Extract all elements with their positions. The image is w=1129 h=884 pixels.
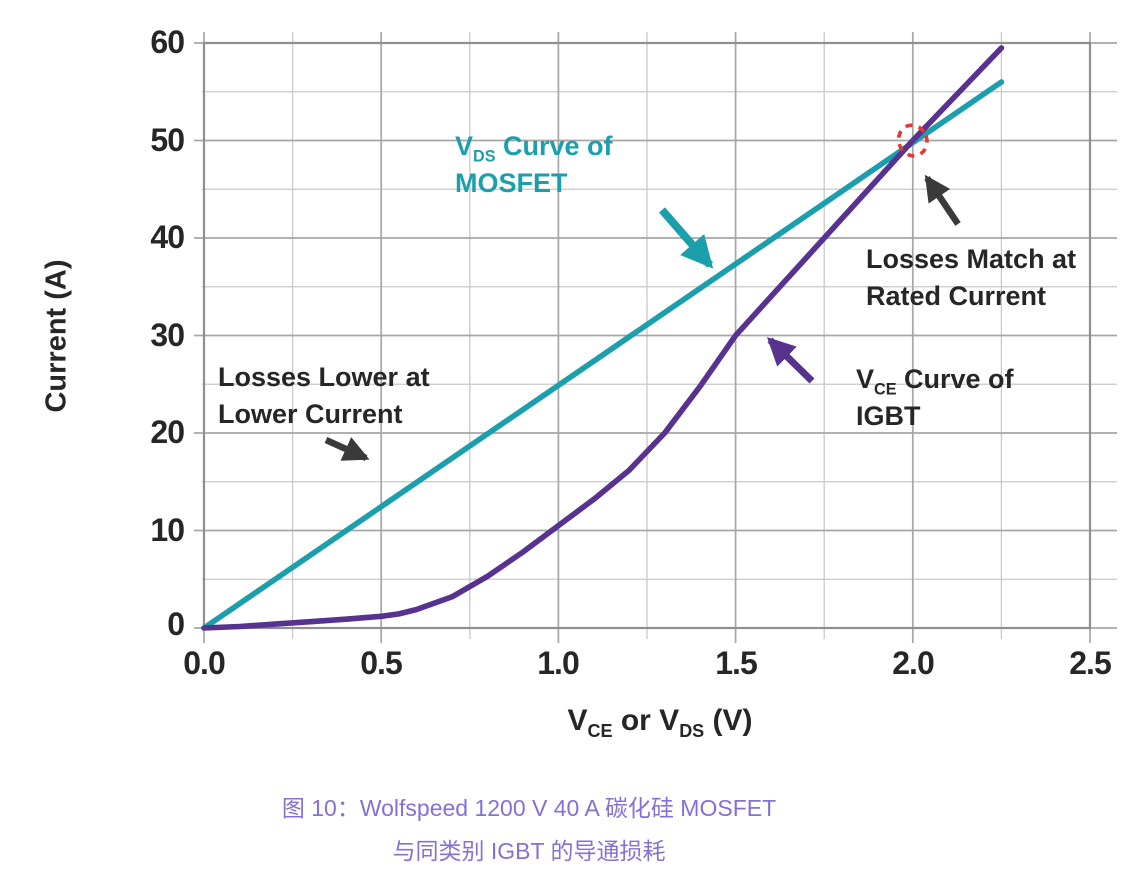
losses-match-line2: Rated Current [866, 281, 1047, 311]
y-axis-title: Current (A) [40, 259, 73, 413]
chart-generated-layers [194, 32, 1117, 643]
mosfet-label-arrow [658, 207, 714, 269]
figure-caption: 图 10：Wolfspeed 1200 V 40 A 碳化硅 MOSFET 与同… [0, 787, 1058, 873]
y-tick-label: 30 [150, 316, 185, 353]
x-tick-label: 2.0 [892, 645, 934, 681]
mosfet-curve-label-line1: VDS Curve of [455, 131, 613, 166]
y-tick-label: 50 [150, 121, 185, 158]
y-tick-label: 40 [150, 218, 185, 255]
figure-caption-line2: 与同类别 IGBT 的导通损耗 [392, 838, 666, 864]
y-tick-label: 20 [150, 413, 185, 450]
losses-lower-line1: Losses Lower at [218, 362, 430, 392]
losses-match-label: Losses Match at Rated Current [866, 241, 1076, 315]
figure-caption-line1: 图 10：Wolfspeed 1200 V 40 A 碳化硅 MOSFET [281, 795, 777, 821]
losses-lower-label: Losses Lower at Lower Current [218, 359, 430, 433]
x-tick-label: 0.5 [360, 645, 402, 681]
y-tick-label: 0 [167, 605, 185, 642]
x-tick-label: 0.0 [183, 645, 225, 681]
mosfet-curve-label: VDS Curve of MOSFET [455, 128, 613, 202]
annotation-arrows [324, 174, 961, 461]
igbt-curve-label-line2: IGBT [856, 401, 921, 431]
losses-match-arrow [924, 174, 961, 226]
igbt-label-arrow [766, 337, 815, 384]
igbt-curve-label-line1: VCE Curve of [856, 364, 1014, 399]
chart-canvas [194, 32, 1117, 643]
x-axis-title: VCE or VDS (V) [567, 704, 753, 741]
losses-lower-line2: Lower Current [218, 399, 403, 429]
losses-match-line1: Losses Match at [866, 244, 1077, 274]
x-tick-label: 1.5 [715, 645, 757, 681]
y-tick-label: 60 [150, 23, 185, 60]
mosfet-curve-label-line2: MOSFET [455, 168, 568, 198]
x-tick-label: 1.0 [537, 645, 579, 681]
x-tick-label: 2.5 [1069, 645, 1111, 681]
igbt-curve-label: VCE Curve of IGBT [856, 361, 1014, 435]
losses-lower-arrow [324, 437, 370, 461]
y-tick-label: 10 [150, 511, 185, 548]
